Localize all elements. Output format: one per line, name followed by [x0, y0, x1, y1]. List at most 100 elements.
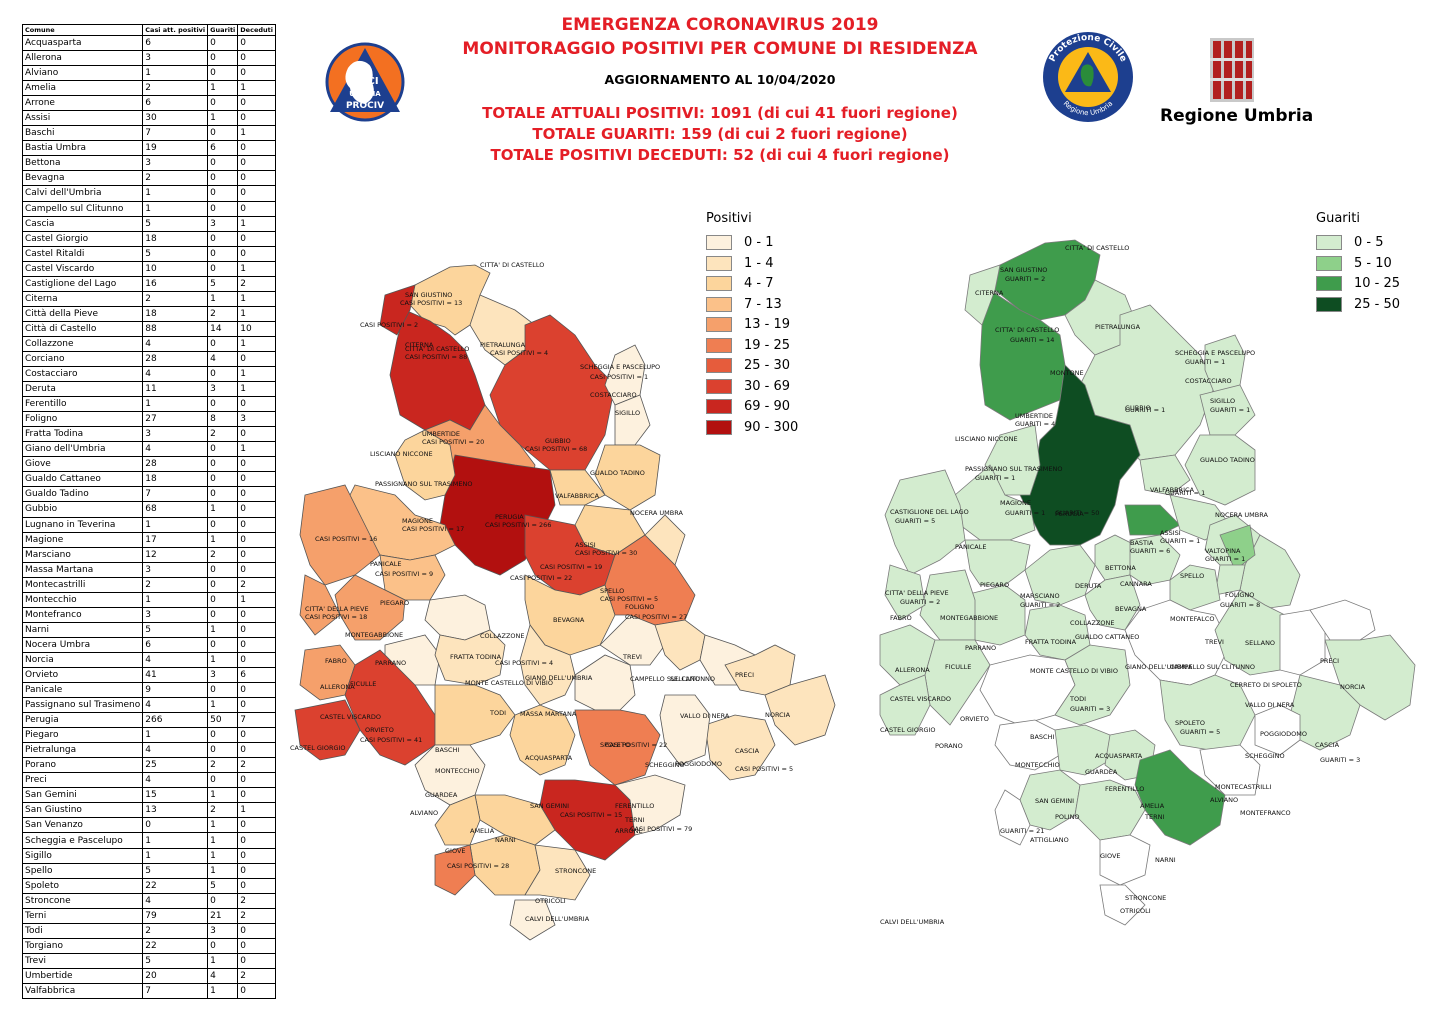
map-label: PANICALE: [955, 543, 986, 551]
cell-comune: Valfabbrica: [21, 982, 144, 1000]
legend-swatch: [706, 419, 732, 435]
cell-deceased: 0: [237, 772, 276, 789]
map-label: CASI POSITIVI = 9: [375, 570, 433, 578]
table-row: Ferentillo 1 0 0: [21, 396, 276, 413]
legend-swatch: [1316, 276, 1342, 291]
cell-deceased: 1: [237, 290, 276, 307]
anci-prociv-text: PROCIV: [346, 101, 384, 111]
table-row: Valfabbrica 7 1 0: [21, 982, 276, 1000]
table-row: Castel Ritaldi 5 0 0: [21, 245, 276, 262]
map-label: ALVIANO: [1210, 796, 1238, 804]
map-label: PIEGARO: [380, 599, 409, 607]
map-label: SCHEGGINO: [1245, 752, 1285, 760]
table-row: Montecchio 1 0 1: [21, 591, 276, 608]
cell-deceased: 1: [237, 441, 276, 458]
anci-umbria-logo: ANCI UMBRIA PROCIV: [325, 42, 405, 122]
map-label: UMBERTIDE: [1015, 412, 1053, 420]
map-label: GUARITI = 1: [975, 474, 1015, 482]
positivi-legend-item: 7 - 13: [706, 296, 782, 313]
map-label: ACQUASPARTA: [1095, 752, 1143, 760]
cell-comune: Città di Castello: [21, 320, 144, 337]
cell-positive: 6: [142, 34, 209, 52]
positivi-legend-item: 1 - 4: [706, 255, 774, 272]
cell-comune: Castiglione del Lago: [21, 275, 144, 292]
table-row: Collazzone 4 0 1: [21, 335, 276, 352]
map-label: GUALDO TADINO: [590, 469, 645, 477]
cell-recovered: 1: [207, 621, 239, 638]
cell-deceased: 0: [237, 606, 276, 623]
cell-deceased: 1: [237, 802, 276, 819]
map-label: FERENTILLO: [1105, 785, 1144, 793]
map-label: GIOVE: [445, 847, 466, 855]
map-label: TREVI: [622, 653, 642, 661]
header-comune: Comune: [21, 24, 144, 36]
map-label: PARRANO: [375, 659, 406, 667]
map-label: TREVI: [1204, 638, 1224, 646]
map-label: NOCERA UMBRA: [1215, 511, 1268, 519]
cell-comune: Giove: [21, 456, 144, 473]
cell-comune: Alviano: [21, 65, 144, 82]
cell-deceased: 0: [237, 877, 276, 894]
cell-recovered: 0: [207, 95, 239, 112]
map-label: VALFABBRICA: [1150, 486, 1195, 494]
table-row: Scheggia e Pascelupo 1 1 0: [21, 832, 276, 849]
cell-deceased: 0: [237, 245, 276, 262]
map-label: CITERNA: [405, 341, 434, 349]
cell-positive: 4: [142, 697, 209, 714]
regione-umbria-label: Regione Umbria: [1160, 106, 1314, 126]
cell-deceased: 1: [237, 366, 276, 383]
map-label: GUARITI = 1: [1210, 406, 1250, 414]
cell-deceased: 0: [237, 922, 276, 939]
cell-recovered: 1: [207, 531, 239, 548]
cell-positive: 3: [142, 50, 209, 67]
table-row: Foligno 27 8 3: [21, 411, 276, 428]
cell-positive: 0: [142, 817, 209, 834]
table-row: Acquasparta 6 0 0: [21, 34, 276, 52]
guariti-legend-item: 5 - 10: [1316, 255, 1392, 272]
cell-comune: Castel Giorgio: [21, 230, 144, 247]
cell-recovered: 0: [207, 471, 239, 488]
map-label: CASTEL VISCARDO: [890, 695, 951, 703]
map-label: STRONCONE: [555, 867, 596, 875]
cell-comune: Panicale: [21, 682, 144, 699]
map-label: CITTA' DI CASTELLO: [1065, 244, 1129, 252]
map-label: FRATTA TODINA: [1025, 638, 1077, 646]
legend-label: 19 - 25: [744, 337, 791, 353]
cell-deceased: 0: [237, 697, 276, 714]
map-label: GUARITI = 3: [1320, 756, 1360, 764]
legend-swatch: [706, 378, 732, 394]
cell-recovered: 14: [207, 320, 239, 337]
cell-deceased: 6: [237, 666, 276, 684]
map-label: GUARITI = 1: [1205, 555, 1245, 563]
map-label: POGGIODOMO: [1260, 730, 1307, 738]
table-row: Castiglione del Lago 16 5 2: [21, 275, 276, 292]
map-label: MONTECCHIO: [435, 767, 480, 775]
table-row: Gualdo Tadino 7 0 0: [21, 486, 276, 503]
map-label: GUARITI = 5: [1180, 728, 1220, 736]
legend-swatch: [706, 317, 732, 332]
cell-positive: 27: [142, 411, 209, 428]
anci-text: ANCI: [351, 76, 378, 87]
table-row: Amelia 2 1 1: [21, 80, 276, 97]
cell-deceased: 1: [237, 125, 276, 142]
map-label: SELLANO: [670, 675, 700, 683]
map-label: UMBERTIDE: [422, 430, 460, 438]
cell-positive: 3: [142, 606, 209, 623]
cell-positive: 18: [142, 230, 209, 247]
table-row: Orvieto 41 3 6: [21, 666, 276, 684]
cell-positive: 22: [142, 937, 209, 954]
table-row: Arrone 6 0 0: [21, 95, 276, 112]
map-label: GUARDEA: [425, 791, 458, 799]
cell-deceased: 1: [237, 215, 276, 232]
map-label: GUARITI = 1: [1185, 358, 1225, 366]
table-row: Castel Giorgio 18 0 0: [21, 230, 276, 247]
cell-positive: 4: [142, 772, 209, 789]
legend-swatch: [706, 276, 732, 291]
cell-positive: 68: [142, 501, 209, 518]
cell-recovered: 0: [207, 636, 239, 653]
table-row: Bevagna 2 0 0: [21, 170, 276, 187]
table-row: Castel Viscardo 10 0 1: [21, 260, 276, 277]
map-label: MONTEFALCO: [1170, 615, 1215, 623]
guariti-legend-item: 0 - 5: [1316, 234, 1384, 251]
legend-label: 0 - 1: [744, 235, 774, 250]
